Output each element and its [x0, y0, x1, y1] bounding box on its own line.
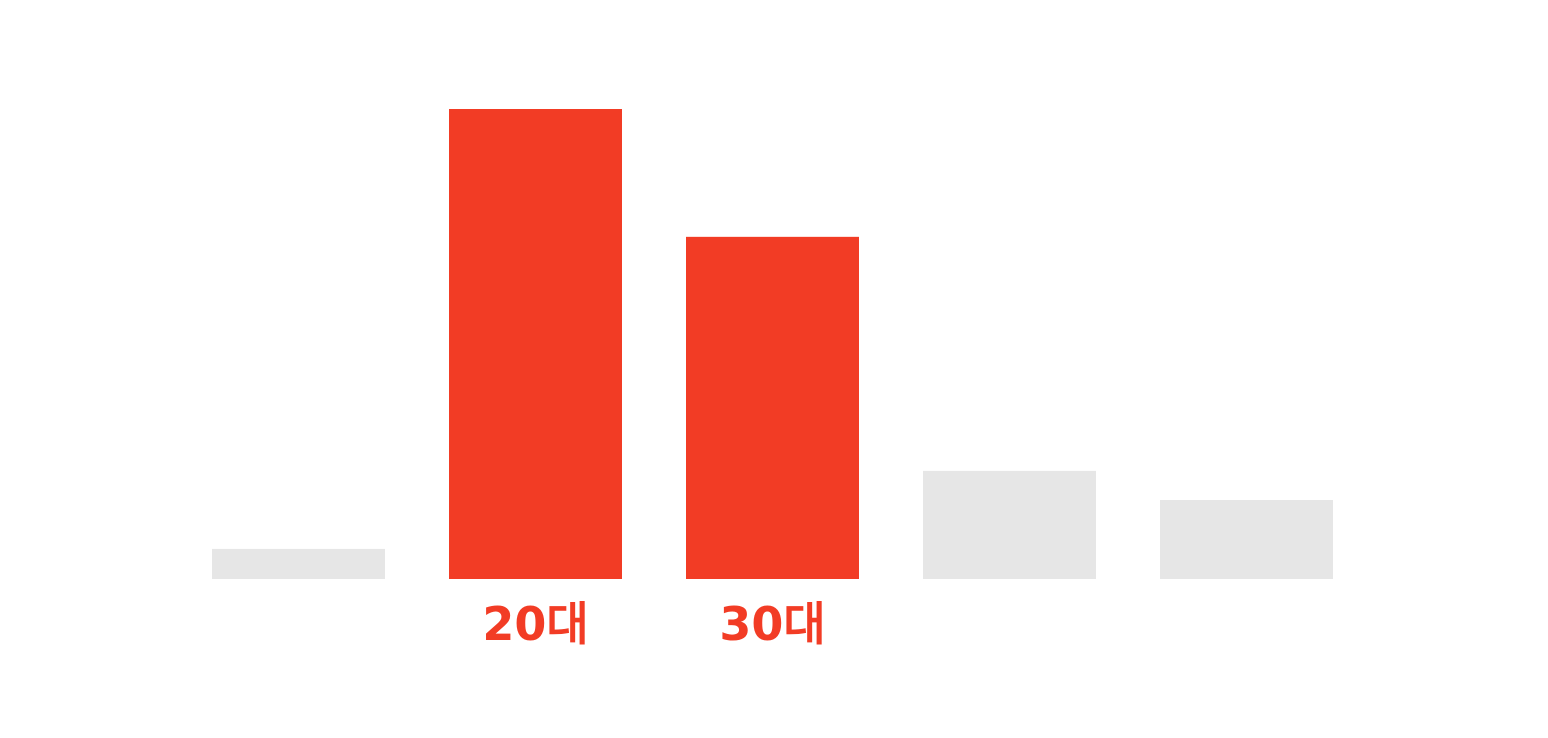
bar-0 [212, 548, 385, 579]
bar-2 [686, 236, 859, 579]
category-label-2: 30대 [719, 597, 825, 651]
bar-4 [1160, 500, 1333, 579]
category-label-1: 20대 [482, 597, 588, 651]
bars-layer [212, 109, 1333, 579]
bar-1 [449, 109, 622, 579]
bar-3 [923, 470, 1096, 579]
category-labels: 20대 30대 [482, 597, 825, 651]
